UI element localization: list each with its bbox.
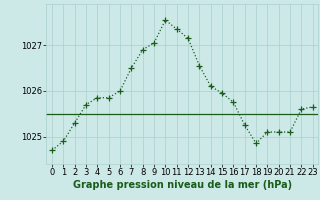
X-axis label: Graphe pression niveau de la mer (hPa): Graphe pression niveau de la mer (hPa) — [73, 180, 292, 190]
